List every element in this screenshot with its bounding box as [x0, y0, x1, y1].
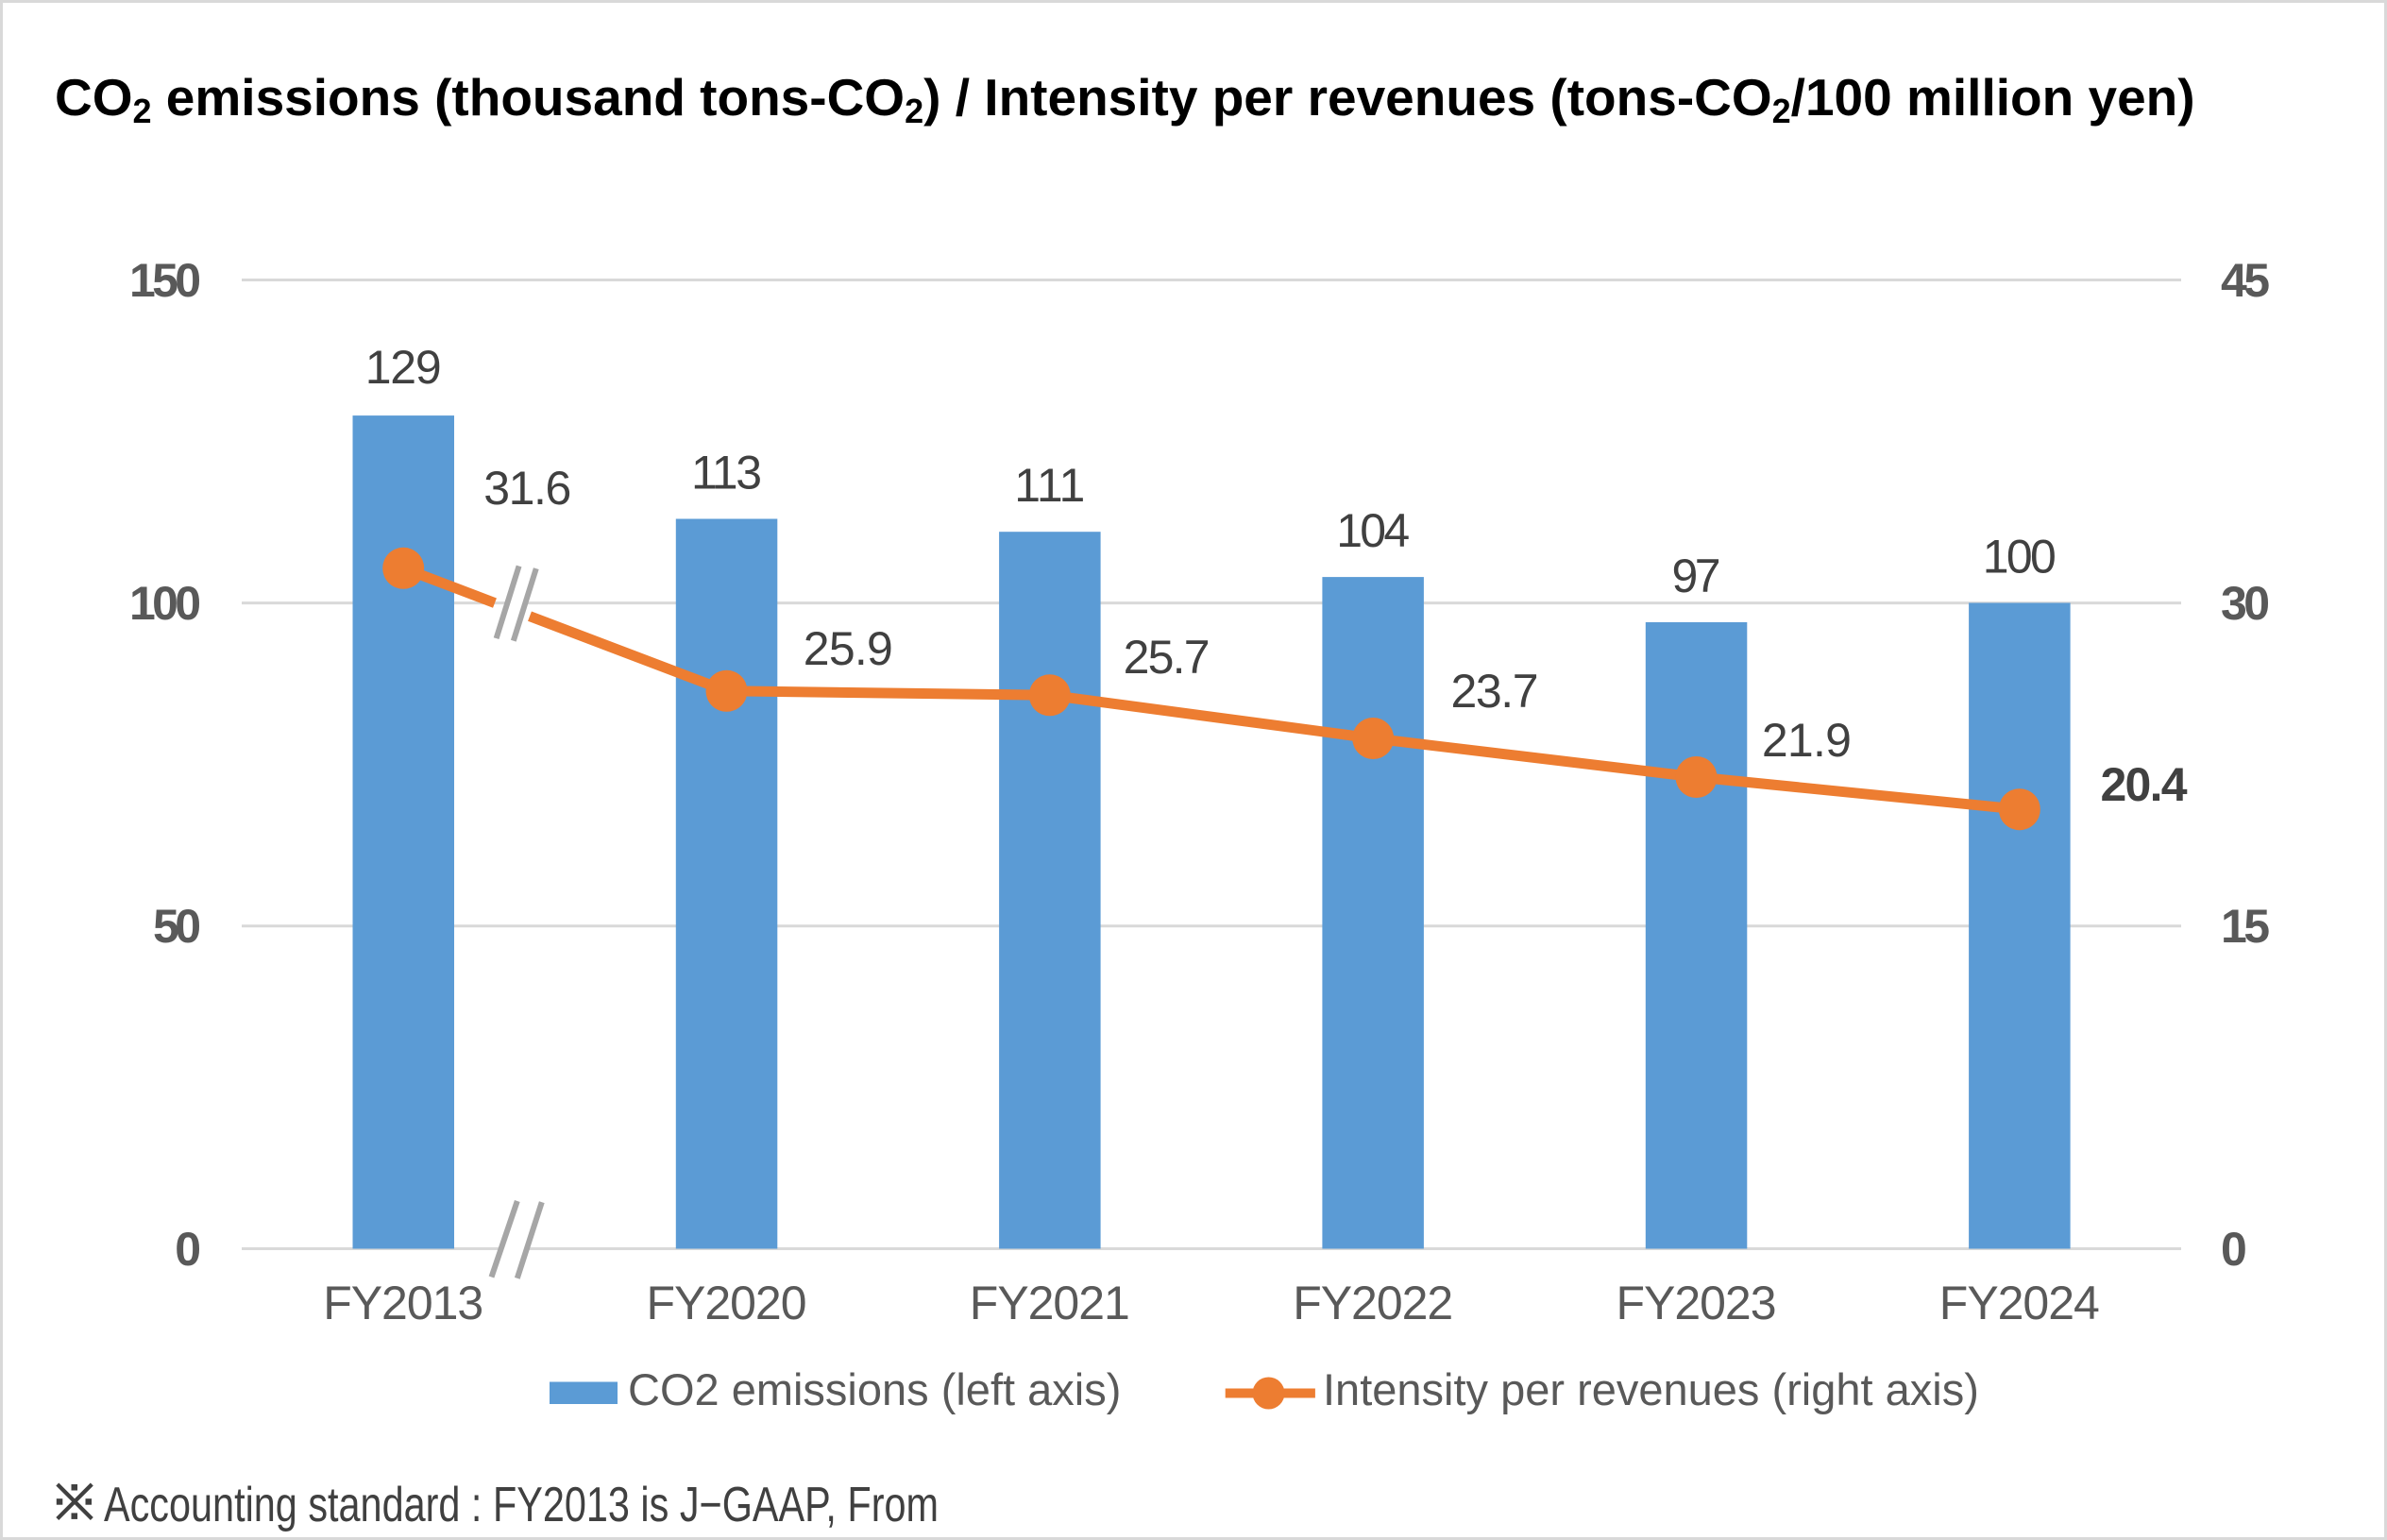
svg-text:111: 111 — [1014, 459, 1085, 512]
svg-text:23.7: 23.7 — [1451, 665, 1539, 718]
svg-text:20.4: 20.4 — [2101, 758, 2188, 811]
svg-text:104: 104 — [1336, 504, 1410, 557]
svg-text:FY2022: FY2022 — [1293, 1277, 1453, 1329]
svg-text:FY2023: FY2023 — [1617, 1277, 1777, 1329]
svg-text:Accounting standard : FY2013 i: Accounting standard : FY2013 is J−GAAP, … — [104, 1478, 939, 1532]
svg-text:15: 15 — [2221, 900, 2270, 953]
svg-text:25.7: 25.7 — [1124, 631, 1210, 684]
svg-text:Intensity per revenues (right: Intensity per revenues (right axis) — [1323, 1364, 1979, 1414]
svg-text:100: 100 — [129, 577, 201, 630]
svg-text:150: 150 — [129, 254, 201, 307]
svg-text:129: 129 — [365, 341, 442, 394]
svg-text:50: 50 — [153, 900, 201, 953]
svg-text:0: 0 — [175, 1223, 201, 1276]
svg-text:FY2013: FY2013 — [323, 1277, 483, 1329]
svg-text:45: 45 — [2221, 254, 2270, 307]
svg-text:97: 97 — [1672, 550, 1721, 602]
svg-text:25.9: 25.9 — [804, 622, 893, 675]
svg-text:113: 113 — [691, 447, 762, 499]
svg-text:FY2020: FY2020 — [647, 1277, 807, 1329]
svg-text:FY2024: FY2024 — [1939, 1277, 2100, 1329]
svg-text:21.9: 21.9 — [1762, 714, 1852, 767]
svg-text:0: 0 — [2221, 1223, 2247, 1276]
svg-text:100: 100 — [1983, 531, 2057, 584]
svg-text:CO2 emissions (left axis): CO2 emissions (left axis) — [628, 1364, 1121, 1414]
svg-text:31.6: 31.6 — [483, 462, 571, 515]
svg-text:CO2 emissions (thousand tons-C: CO2 emissions (thousand tons-CO2) / Inte… — [55, 68, 2195, 130]
svg-text:30: 30 — [2221, 577, 2270, 630]
svg-text:FY2021: FY2021 — [970, 1277, 1130, 1329]
